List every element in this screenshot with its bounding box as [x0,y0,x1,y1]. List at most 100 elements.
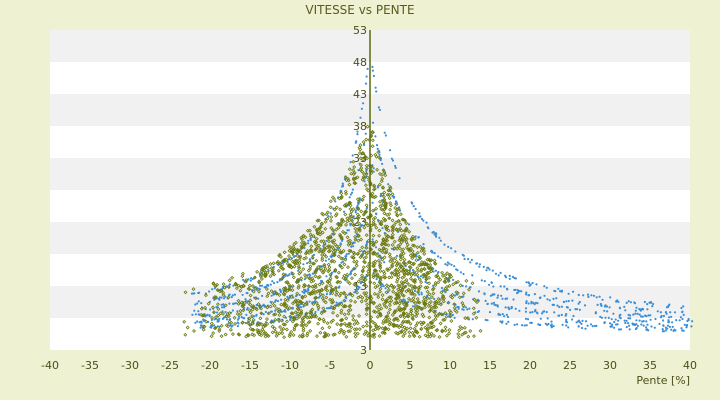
data-point-green [339,327,343,332]
data-point-green [382,301,387,306]
data-point-green [321,249,326,254]
data-point-green [440,328,445,333]
data-point-blue [199,326,202,329]
data-point-blue [450,247,453,250]
data-point-blue [403,299,406,302]
data-point-blue [671,321,674,324]
data-point-blue [303,291,306,295]
data-point-blue [576,308,579,311]
data-point-blue [371,69,374,72]
data-point-blue [446,261,449,264]
data-point-blue [360,225,363,228]
data-point-blue [525,324,528,327]
data-point-green [386,228,391,233]
data-point-blue [349,224,352,227]
data-point-green [183,332,188,337]
data-point-green [387,303,392,308]
data-point-blue [674,329,677,332]
data-point-green [443,288,448,293]
data-point-green [352,259,357,264]
data-point-blue [196,320,199,323]
data-point-green [312,261,316,266]
data-point-green [327,265,332,270]
data-point-blue [493,293,496,296]
data-point-blue [470,258,473,261]
data-point-green [443,325,448,330]
x-tick-label: -10 [281,359,299,372]
data-point-green [422,295,427,300]
data-point-blue [253,315,256,318]
data-point-green [308,291,313,296]
data-point-green [429,295,434,300]
data-point-green [373,327,378,332]
data-point-blue [675,319,678,322]
data-point-blue [413,289,417,293]
data-point-blue [624,309,627,312]
data-point-green [409,309,414,314]
data-point-green [270,301,275,306]
data-point-blue [510,305,513,309]
data-point-green [399,307,404,312]
data-point-blue [680,306,683,310]
data-point-green [242,301,247,305]
data-point-green [400,249,405,254]
data-point-green [384,232,388,237]
data-point-blue [224,310,227,314]
data-point-blue [659,311,663,314]
data-point-green [380,330,385,335]
data-point-green [287,282,291,287]
data-point-blue [194,321,197,324]
data-point-green [462,331,467,335]
data-point-blue [341,185,345,188]
data-point-green [284,327,289,332]
data-point-green [282,301,287,306]
data-point-green [281,272,286,277]
data-point-green [425,271,430,276]
data-point-green [297,266,302,271]
data-point-blue [545,310,548,314]
data-point-green [421,320,426,325]
data-point-green [252,333,257,338]
data-point-green [361,276,366,281]
data-point-green [471,311,476,316]
data-point-green [344,334,349,339]
data-point-green [406,287,411,292]
data-point-blue [394,164,397,168]
data-point-green [317,317,322,322]
data-point-green [408,253,413,258]
data-point-blue [349,193,352,196]
data-point-green [383,250,388,255]
data-point-blue [471,274,474,277]
data-point-green [378,276,383,281]
data-point-green [410,330,415,335]
data-point-blue [612,312,615,315]
data-point-blue [516,323,519,326]
data-point-blue [363,143,366,147]
data-point-blue [417,236,420,239]
data-point-green [445,271,450,276]
data-point-green [362,218,367,223]
data-point-green [219,288,224,293]
data-point-blue [327,215,330,218]
data-point-green [381,274,385,279]
data-point-green [214,315,218,320]
data-point-green [311,302,316,306]
data-point-blue [274,300,277,303]
data-point-green [226,295,231,300]
data-point-blue [389,149,392,152]
data-point-blue [414,235,417,238]
data-point-green [235,311,240,316]
data-point-blue [193,292,196,295]
data-point-green [313,296,318,301]
data-point-blue [237,322,240,325]
x-tick-label: -15 [241,359,259,372]
data-point-green [324,284,329,289]
data-point-green [360,151,365,156]
data-point-green [402,232,406,237]
y-tick-label: 23 [353,216,367,229]
data-point-green [447,328,452,332]
data-point-blue [364,275,367,279]
data-point-green [442,317,447,322]
data-point-blue [289,318,292,321]
data-point-green [308,310,312,315]
